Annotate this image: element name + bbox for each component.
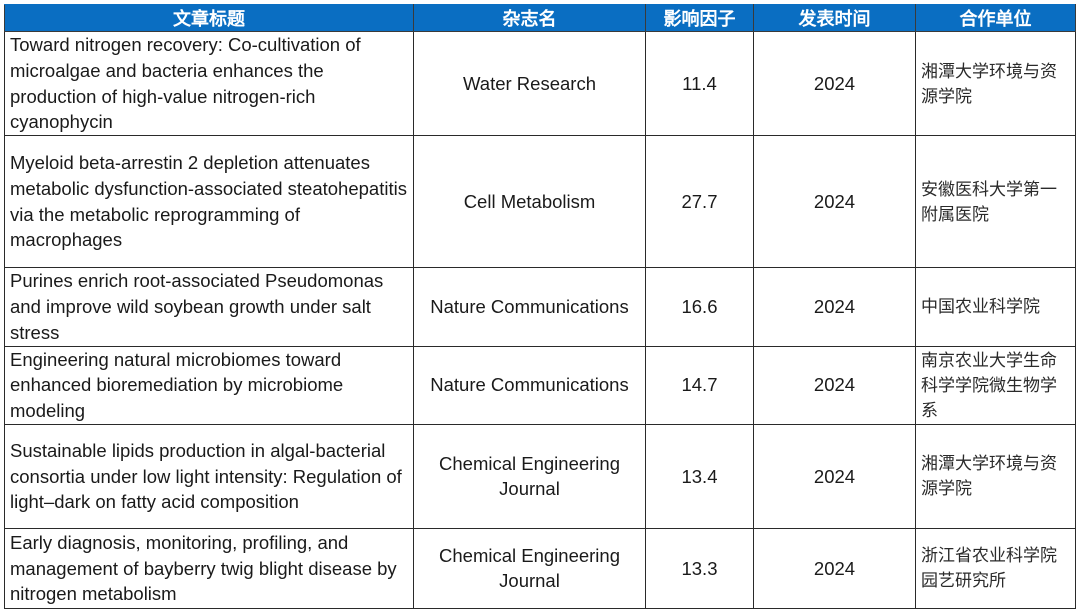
publications-table: 文章标题 杂志名 影响因子 发表时间 合作单位 Toward nitrogen …: [4, 4, 1076, 609]
cell-partner: 安徽医科大学第一附属医院: [915, 135, 1076, 269]
cell-year: 2024: [753, 527, 916, 609]
column-header-partner: 合作单位: [915, 4, 1076, 32]
cell-journal: Nature Communications: [413, 345, 646, 425]
cell-journal: Chemical Engineering Journal: [413, 423, 646, 529]
column-header-title: 文章标题: [4, 4, 414, 32]
cell-partner: 浙江省农业科学院园艺研究所: [915, 527, 1076, 609]
cell-partner: 湘潭大学环境与资源学院: [915, 30, 1076, 137]
column-header-impact-factor: 影响因子: [645, 4, 754, 32]
table-row: Sustainable lipids production in algal-b…: [4, 423, 1076, 529]
cell-year: 2024: [753, 423, 916, 529]
cell-impact-factor: 14.7: [645, 345, 754, 425]
table-row: Myeloid beta-arrestin 2 depletion attenu…: [4, 135, 1076, 269]
column-header-journal: 杂志名: [413, 4, 646, 32]
cell-title: Toward nitrogen recovery: Co-cultivation…: [4, 30, 414, 137]
cell-partner: 湘潭大学环境与资源学院: [915, 423, 1076, 529]
table-row: Early diagnosis, monitoring, profiling, …: [4, 527, 1076, 609]
cell-title: Engineering natural microbiomes toward e…: [4, 345, 414, 425]
cell-partner: 南京农业大学生命科学学院微生物学系: [915, 345, 1076, 425]
cell-journal: Chemical Engineering Journal: [413, 527, 646, 609]
cell-impact-factor: 13.3: [645, 527, 754, 609]
cell-year: 2024: [753, 135, 916, 269]
cell-year: 2024: [753, 267, 916, 347]
cell-journal: Water Research: [413, 30, 646, 137]
cell-year: 2024: [753, 30, 916, 137]
table-row: Engineering natural microbiomes toward e…: [4, 345, 1076, 425]
cell-impact-factor: 27.7: [645, 135, 754, 269]
cell-title: Purines enrich root-associated Pseudomon…: [4, 267, 414, 347]
column-header-year: 发表时间: [753, 4, 916, 32]
cell-journal: Cell Metabolism: [413, 135, 646, 269]
cell-title: Sustainable lipids production in algal-b…: [4, 423, 414, 529]
cell-title: Myeloid beta-arrestin 2 depletion attenu…: [4, 135, 414, 269]
cell-title: Early diagnosis, monitoring, profiling, …: [4, 527, 414, 609]
table-row: Toward nitrogen recovery: Co-cultivation…: [4, 30, 1076, 137]
cell-partner: 中国农业科学院: [915, 267, 1076, 347]
cell-impact-factor: 13.4: [645, 423, 754, 529]
table-row: Purines enrich root-associated Pseudomon…: [4, 267, 1076, 347]
table-header-row: 文章标题 杂志名 影响因子 发表时间 合作单位: [4, 4, 1076, 32]
cell-journal: Nature Communications: [413, 267, 646, 347]
cell-year: 2024: [753, 345, 916, 425]
cell-impact-factor: 16.6: [645, 267, 754, 347]
cell-impact-factor: 11.4: [645, 30, 754, 137]
